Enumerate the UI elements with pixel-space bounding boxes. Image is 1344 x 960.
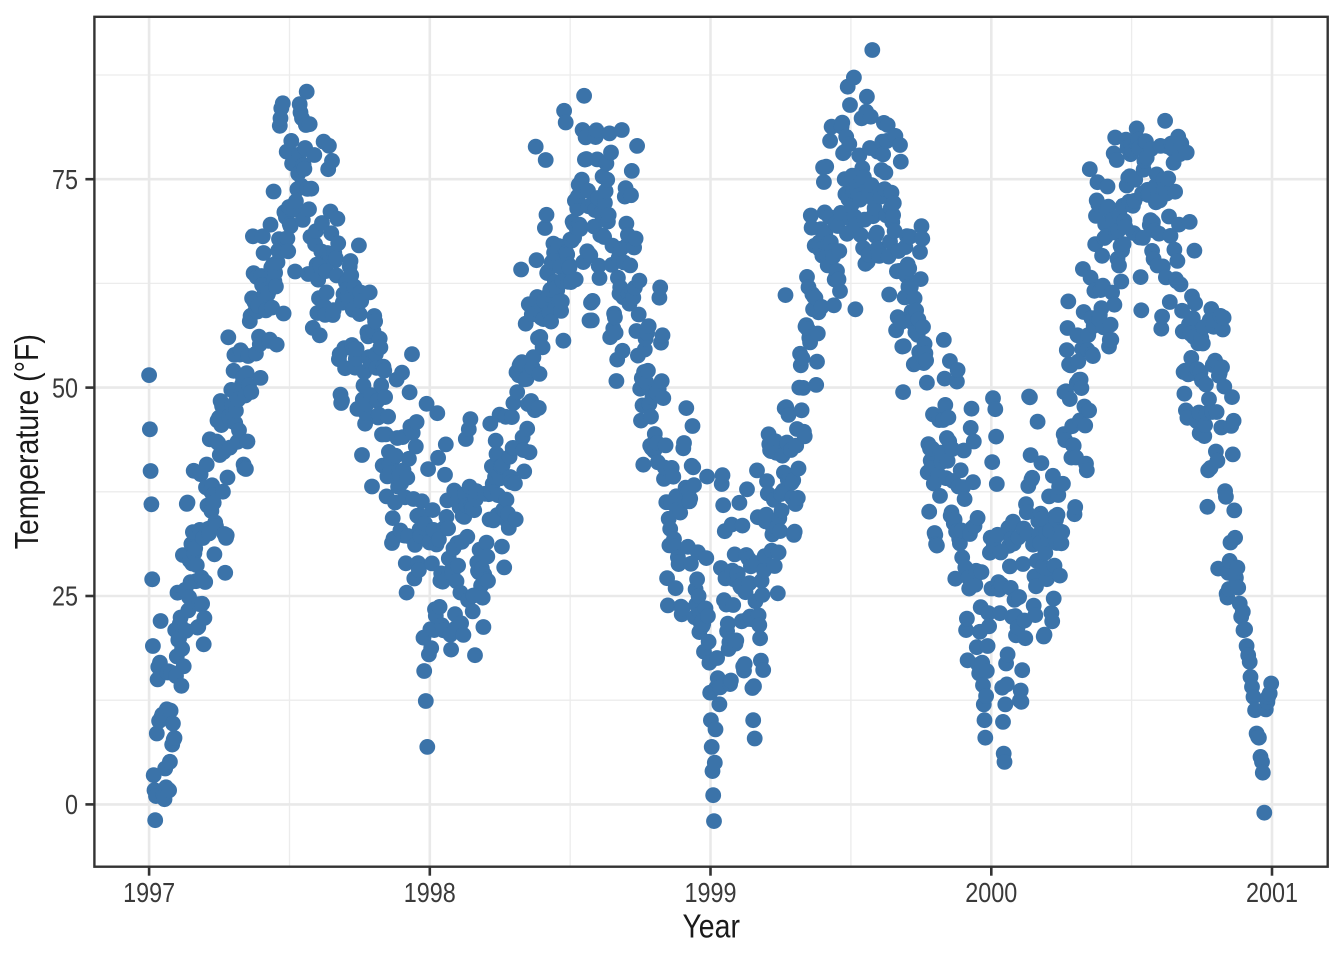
svg-text:25: 25: [52, 581, 78, 612]
svg-text:50: 50: [52, 372, 78, 403]
svg-text:2000: 2000: [965, 877, 1017, 908]
svg-text:1997: 1997: [123, 877, 175, 908]
svg-text:1998: 1998: [404, 877, 456, 908]
svg-text:Year: Year: [682, 907, 740, 944]
svg-text:2001: 2001: [1246, 877, 1298, 908]
svg-text:Temperature (°F): Temperature (°F): [8, 334, 45, 549]
svg-text:0: 0: [65, 789, 78, 820]
svg-text:75: 75: [52, 164, 78, 195]
svg-text:1999: 1999: [685, 877, 737, 908]
